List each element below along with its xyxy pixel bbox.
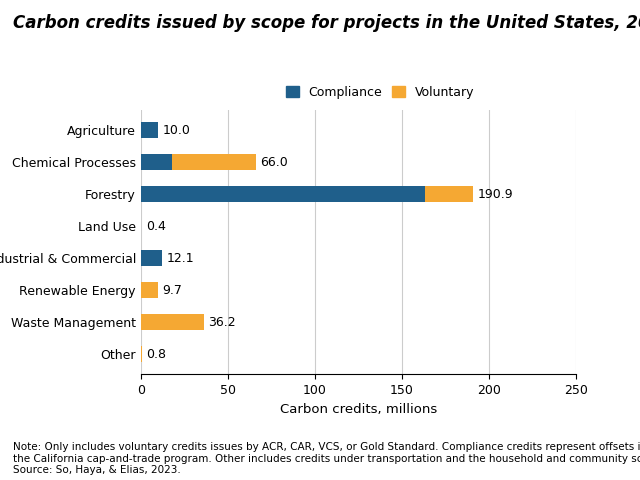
Bar xyxy=(141,155,172,170)
Text: 9.7: 9.7 xyxy=(162,284,182,297)
Bar xyxy=(141,122,158,138)
Bar xyxy=(172,155,256,170)
X-axis label: Carbon credits, millions: Carbon credits, millions xyxy=(280,403,437,416)
Text: Carbon credits issued by scope for projects in the United States, 2013–2022: Carbon credits issued by scope for proje… xyxy=(13,14,640,33)
Text: 36.2: 36.2 xyxy=(208,316,236,329)
Text: Note: Only includes voluntary credits issues by ACR, CAR, VCS, or Gold Standard.: Note: Only includes voluntary credits is… xyxy=(13,442,640,475)
Text: 0.4: 0.4 xyxy=(146,220,166,233)
Text: 12.1: 12.1 xyxy=(166,252,194,265)
Bar xyxy=(141,347,142,362)
Bar xyxy=(424,186,473,203)
Text: 0.8: 0.8 xyxy=(147,348,166,361)
Text: 190.9: 190.9 xyxy=(477,188,513,201)
Text: 66.0: 66.0 xyxy=(260,156,288,169)
Bar xyxy=(141,251,162,266)
Text: 10.0: 10.0 xyxy=(163,124,191,137)
Bar xyxy=(141,282,157,299)
Bar xyxy=(141,314,204,330)
Bar xyxy=(141,186,424,203)
Legend: Compliance, Voluntary: Compliance, Voluntary xyxy=(286,86,474,99)
